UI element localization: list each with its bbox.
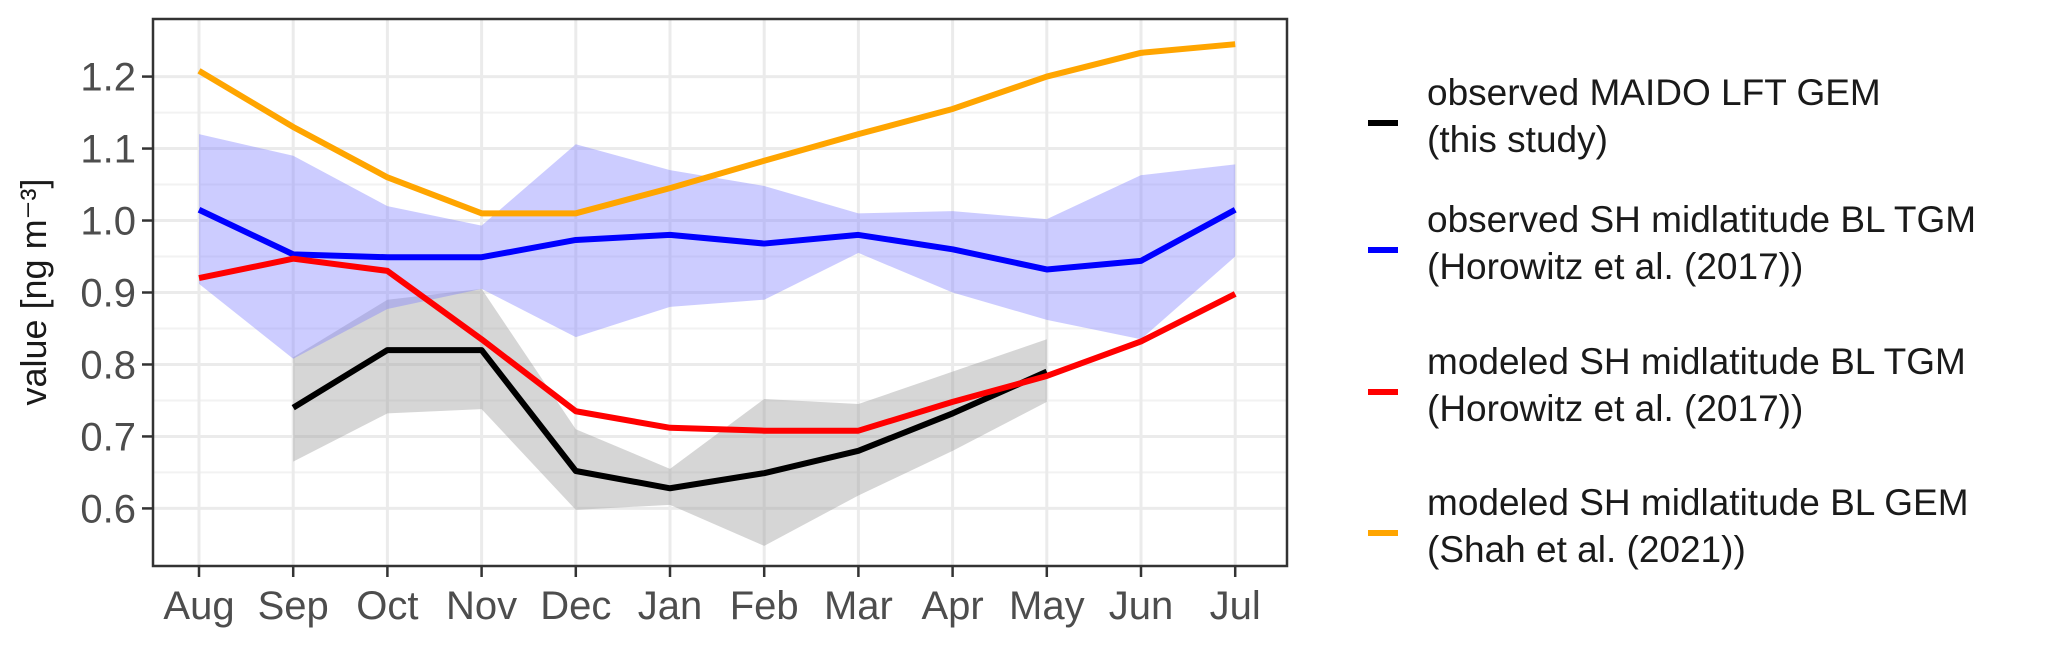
x-tick-label: Dec [540, 584, 611, 628]
x-axis: Aug Sep Oct Nov Dec Jan Feb Mar Apr May Jun Jul [163, 566, 1261, 628]
legend: observed MAIDO LFT GEM (this study) observ… [1368, 72, 1976, 570]
legend-label-source: (this study) [1427, 119, 1608, 160]
legend-label-source: (Horowitz et al. (2017)) [1427, 388, 1803, 429]
series-line [197, 41, 1236, 217]
legend-label-source: (Horowitz et al. (2017)) [1427, 246, 1803, 287]
y-axis-title: value [ng m⁻³] [13, 178, 54, 405]
x-tick-label: Mar [824, 584, 893, 628]
series-line [198, 255, 1237, 434]
y-tick-label: 1.2 [80, 56, 136, 100]
x-tick-label: Apr [921, 584, 983, 628]
major-grid-y [153, 75, 1287, 510]
legend-label: observed SH midlatitude BL TGM [1427, 199, 1976, 240]
x-tick-label: Nov [446, 584, 517, 628]
x-tick-label: May [1009, 584, 1085, 628]
x-tick-label: Jul [1210, 584, 1261, 628]
y-tick-label: 1.1 [80, 128, 136, 172]
legend-label: modeled SH midlatitude BL GEM [1427, 482, 1969, 523]
legend-label: observed MAIDO LFT GEM [1427, 72, 1881, 113]
legend-label-source: (Shah et al. (2021)) [1427, 529, 1746, 570]
y-tick-label: 0.7 [80, 415, 136, 459]
y-tick-label: 1.0 [80, 200, 136, 244]
x-tick-label: Feb [730, 584, 799, 628]
series-lines [197, 41, 1237, 492]
x-tick-label: Aug [163, 584, 234, 628]
uncertainty-band [199, 134, 1236, 359]
legend-label: modeled SH midlatitude BL TGM [1427, 341, 1966, 382]
y-tick-label: 0.8 [80, 343, 136, 387]
series-line [291, 347, 1049, 492]
x-tick-label: Oct [356, 584, 418, 628]
y-tick-label: 0.6 [80, 487, 136, 531]
y-axis: 0.6 0.7 0.8 0.9 1.0 1.1 1.2 [80, 56, 153, 531]
y-tick-label: 0.9 [80, 272, 136, 316]
x-tick-label: Jun [1109, 584, 1174, 628]
x-tick-label: Jan [638, 584, 703, 628]
x-tick-label: Sep [258, 584, 329, 628]
series-line [197, 207, 1237, 273]
